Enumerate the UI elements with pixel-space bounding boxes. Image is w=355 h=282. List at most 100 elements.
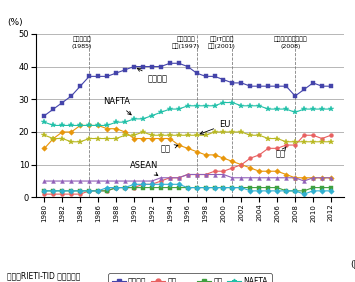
Text: ASEAN: ASEAN	[130, 161, 158, 176]
ASEAN	[320, 176, 324, 179]
ASEAN	[275, 176, 279, 179]
中国	[114, 186, 118, 189]
韓国	[284, 189, 288, 193]
EU	[150, 134, 154, 137]
日本	[186, 147, 190, 150]
中国	[186, 173, 190, 176]
日本	[78, 124, 82, 127]
中国	[96, 189, 100, 193]
ASEAN	[42, 179, 47, 183]
台湾	[168, 183, 172, 186]
中国	[257, 153, 261, 157]
日本	[275, 169, 279, 173]
台湾	[222, 186, 226, 189]
中国	[311, 134, 315, 137]
東アジア	[87, 75, 91, 78]
台湾	[69, 189, 73, 193]
韓国	[293, 189, 297, 193]
日本	[266, 169, 271, 173]
台湾	[96, 189, 100, 193]
東アジア	[257, 85, 261, 88]
日本	[159, 137, 163, 140]
EU	[159, 134, 163, 137]
Line: 韓国: 韓国	[43, 186, 333, 193]
EU	[302, 140, 306, 144]
中国	[60, 192, 65, 196]
中国	[105, 189, 109, 193]
中国	[230, 166, 235, 170]
東アジア	[141, 65, 145, 68]
EU	[123, 134, 127, 137]
日本	[51, 137, 55, 140]
韓国	[203, 186, 208, 189]
韓国	[141, 186, 145, 189]
NAFTA	[302, 107, 306, 111]
Line: 東アジア: 東アジア	[42, 61, 333, 118]
ASEAN	[132, 179, 136, 183]
中国	[284, 143, 288, 147]
NAFTA	[239, 104, 244, 107]
日本	[293, 176, 297, 179]
韓国	[266, 186, 271, 189]
中国	[275, 147, 279, 150]
台湾	[186, 186, 190, 189]
台湾	[239, 186, 244, 189]
韓国	[186, 186, 190, 189]
台湾	[51, 189, 55, 193]
韓国	[222, 186, 226, 189]
NAFTA	[114, 120, 118, 124]
日本	[239, 163, 244, 166]
韓国	[159, 186, 163, 189]
台湾	[284, 189, 288, 193]
EU	[275, 137, 279, 140]
Text: 中国: 中国	[275, 147, 286, 158]
日本	[222, 157, 226, 160]
台湾	[248, 189, 252, 193]
EU	[132, 134, 136, 137]
NAFTA	[51, 124, 55, 127]
台湾	[275, 189, 279, 193]
ASEAN	[87, 179, 91, 183]
韓国	[320, 186, 324, 189]
韓国	[257, 186, 261, 189]
ASEAN	[186, 173, 190, 176]
中国	[42, 192, 47, 196]
日本	[257, 169, 261, 173]
東アジア	[311, 81, 315, 85]
Line: ASEAN: ASEAN	[43, 173, 333, 183]
東アジア	[212, 75, 217, 78]
韓国	[105, 189, 109, 193]
EU	[266, 137, 271, 140]
EU	[176, 134, 181, 137]
NAFTA	[284, 107, 288, 111]
中国	[203, 173, 208, 176]
Text: 崩壊(2001): 崩壊(2001)	[208, 44, 236, 49]
東アジア	[284, 85, 288, 88]
ASEAN	[114, 179, 118, 183]
EU	[239, 130, 244, 134]
日本	[60, 130, 65, 134]
日本	[248, 166, 252, 170]
Text: (1985): (1985)	[72, 44, 92, 49]
東アジア	[159, 65, 163, 68]
日本	[320, 176, 324, 179]
台湾	[141, 183, 145, 186]
NAFTA	[168, 107, 172, 111]
台湾	[329, 189, 333, 193]
東アジア	[275, 85, 279, 88]
NAFTA	[230, 101, 235, 104]
日本	[203, 153, 208, 157]
日本	[329, 176, 333, 179]
東アジア	[239, 81, 244, 85]
ASEAN	[293, 176, 297, 179]
ASEAN	[222, 173, 226, 176]
韓国	[239, 186, 244, 189]
Text: アジア通貨: アジア通貨	[176, 36, 195, 42]
韓国	[51, 189, 55, 193]
ASEAN	[230, 176, 235, 179]
日本	[114, 127, 118, 130]
台湾	[320, 189, 324, 193]
日本	[176, 143, 181, 147]
EU	[78, 140, 82, 144]
東アジア	[150, 65, 154, 68]
